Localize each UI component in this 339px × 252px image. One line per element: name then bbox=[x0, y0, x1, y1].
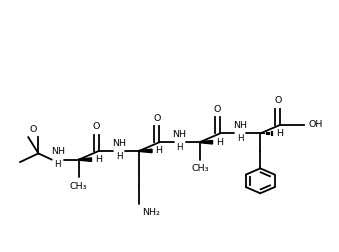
Text: NH: NH bbox=[233, 121, 247, 130]
Text: H: H bbox=[155, 146, 162, 155]
Text: OH: OH bbox=[308, 120, 322, 129]
Text: CH₃: CH₃ bbox=[191, 164, 208, 173]
Text: O: O bbox=[274, 96, 281, 105]
Text: NH₂: NH₂ bbox=[142, 208, 160, 217]
Text: CH₃: CH₃ bbox=[70, 182, 87, 191]
Text: NH: NH bbox=[112, 139, 126, 148]
Text: NH: NH bbox=[173, 130, 186, 139]
Text: H: H bbox=[237, 134, 243, 143]
Text: H: H bbox=[176, 143, 183, 152]
Text: H: H bbox=[216, 138, 223, 147]
Polygon shape bbox=[139, 149, 152, 153]
Text: O: O bbox=[214, 105, 221, 114]
Text: H: H bbox=[55, 160, 61, 169]
Text: O: O bbox=[153, 113, 160, 122]
Text: H: H bbox=[276, 129, 283, 138]
Text: O: O bbox=[29, 125, 37, 134]
Polygon shape bbox=[200, 140, 213, 144]
Text: H: H bbox=[116, 152, 122, 161]
Polygon shape bbox=[79, 158, 92, 161]
Text: O: O bbox=[93, 122, 100, 131]
Text: H: H bbox=[95, 155, 102, 164]
Text: NH: NH bbox=[51, 147, 65, 156]
